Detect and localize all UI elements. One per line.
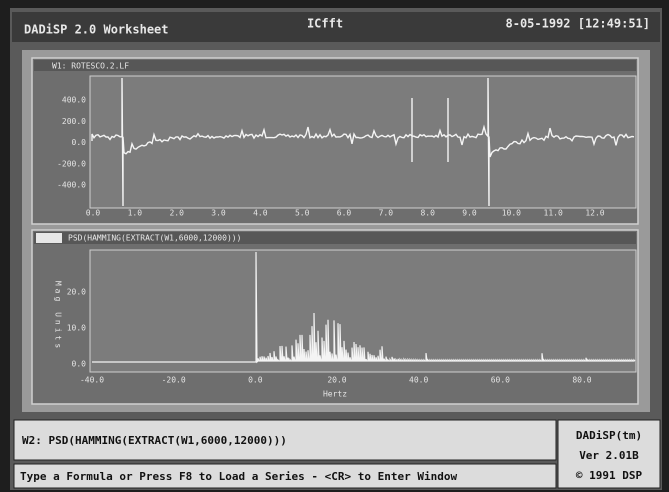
window-label: PSD(HAMMING(EXTRACT(W1,6000,12000))) bbox=[68, 234, 241, 243]
x-tick-label: 10.0 bbox=[502, 209, 521, 218]
y-tick-label: 20.0 bbox=[67, 288, 86, 297]
y-axis-label: Mag Units bbox=[54, 281, 63, 351]
x-tick-label: -40.0 bbox=[80, 376, 104, 385]
x-tick-label: 7.0 bbox=[379, 209, 394, 218]
x-axis-label: Hertz bbox=[323, 390, 347, 399]
x-tick-label: 1.0 bbox=[128, 209, 143, 218]
command-line: W2: PSD(HAMMING(EXTRACT(W1,6000,12000))) bbox=[22, 434, 287, 447]
x-tick-label: 40.0 bbox=[409, 376, 428, 385]
x-tick-label: 9.0 bbox=[462, 209, 477, 218]
module-name: ICfft bbox=[307, 17, 343, 31]
x-tick-label: 11.0 bbox=[544, 209, 563, 218]
window-1[interactable]: W1: ROTESCO.2.LF bbox=[32, 58, 638, 224]
x-tick-label: 3.0 bbox=[211, 209, 226, 218]
x-tick-label: 5.0 bbox=[295, 209, 310, 218]
x-tick-label: 2.0 bbox=[169, 209, 184, 218]
x-tick-label: 6.0 bbox=[337, 209, 352, 218]
y-tick-label: -400.0 bbox=[57, 181, 86, 190]
version-line: DADiSP(tm) bbox=[576, 429, 642, 442]
y-tick-label: 0.0 bbox=[72, 360, 87, 369]
version-line: © 1991 DSP bbox=[576, 469, 643, 482]
x-tick-label: -20.0 bbox=[162, 376, 186, 385]
x-tick-label: 12.0 bbox=[585, 209, 604, 218]
window-label: W1: ROTESCO.2.LF bbox=[52, 62, 129, 71]
y-tick-label: 10.0 bbox=[67, 324, 86, 333]
app-title: DADiSP 2.0 Worksheet bbox=[24, 23, 169, 37]
status-line: Type a Formula or Press F8 to Load a Ser… bbox=[20, 470, 457, 483]
x-tick-label: 0.0 bbox=[248, 376, 263, 385]
window-active-marker bbox=[36, 233, 62, 243]
plot-area bbox=[90, 76, 636, 208]
y-tick-label: 400.0 bbox=[62, 96, 86, 105]
y-tick-label: -200.0 bbox=[57, 159, 86, 168]
y-tick-label: 200.0 bbox=[62, 117, 86, 126]
date-time: 8-05-1992 [12:49:51] bbox=[506, 17, 651, 31]
x-tick-label: 80.0 bbox=[572, 376, 591, 385]
x-tick-label: 8.0 bbox=[420, 209, 435, 218]
version-line: Ver 2.01B bbox=[579, 449, 639, 462]
screen: DADiSP 2.0 Worksheet ICfft 8-05-1992 [12… bbox=[0, 0, 669, 492]
x-tick-label: 60.0 bbox=[491, 376, 510, 385]
x-tick-label: 0.0 bbox=[86, 209, 101, 218]
x-tick-label: 20.0 bbox=[327, 376, 346, 385]
y-tick-label: 0.0 bbox=[72, 138, 87, 147]
x-tick-label: 4.0 bbox=[253, 209, 268, 218]
